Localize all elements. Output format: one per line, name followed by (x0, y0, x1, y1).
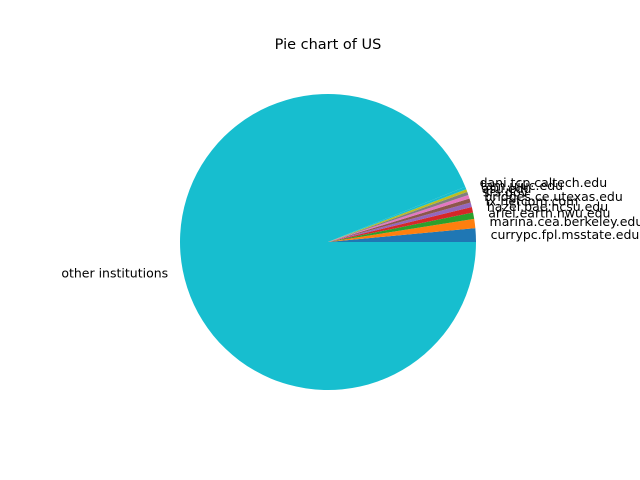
pie-slices (180, 94, 477, 391)
slice-label: dani.tcp.caltech.edu (480, 175, 608, 190)
slice-label: marina.cea.berkeley.edu (490, 214, 640, 229)
pie-slice (328, 194, 470, 242)
slice-label: ix.netcom.com (486, 194, 579, 209)
pie-slice (328, 186, 467, 242)
pie-slice (328, 207, 474, 242)
pie-slice (180, 94, 477, 391)
slice-label: tam.uiuc.edu (481, 178, 563, 193)
slice-label: other institutions (61, 265, 168, 280)
slice-label: asu.edu (482, 181, 532, 196)
slice-label: hazel.bae.ncsu.edu (487, 199, 608, 214)
pie-slice (328, 228, 476, 242)
pie-slice (328, 191, 469, 242)
slice-label: bridges.ce.utexas.edu (484, 189, 623, 204)
pie-slice (328, 218, 476, 242)
slice-label: currypc.fpl.msstate.edu (491, 227, 640, 242)
slice-label: srs.gov (483, 185, 529, 200)
pie-slice (328, 198, 471, 242)
pie-slice (328, 202, 472, 242)
pie-slice (328, 212, 475, 242)
chart-title: Pie chart of US (275, 37, 382, 53)
pie-slice (328, 189, 468, 242)
slice-labels: currypc.fpl.msstate.edumarina.cea.berkel… (61, 175, 640, 280)
slice-label: ariel.earth.nwu.edu (488, 206, 610, 221)
